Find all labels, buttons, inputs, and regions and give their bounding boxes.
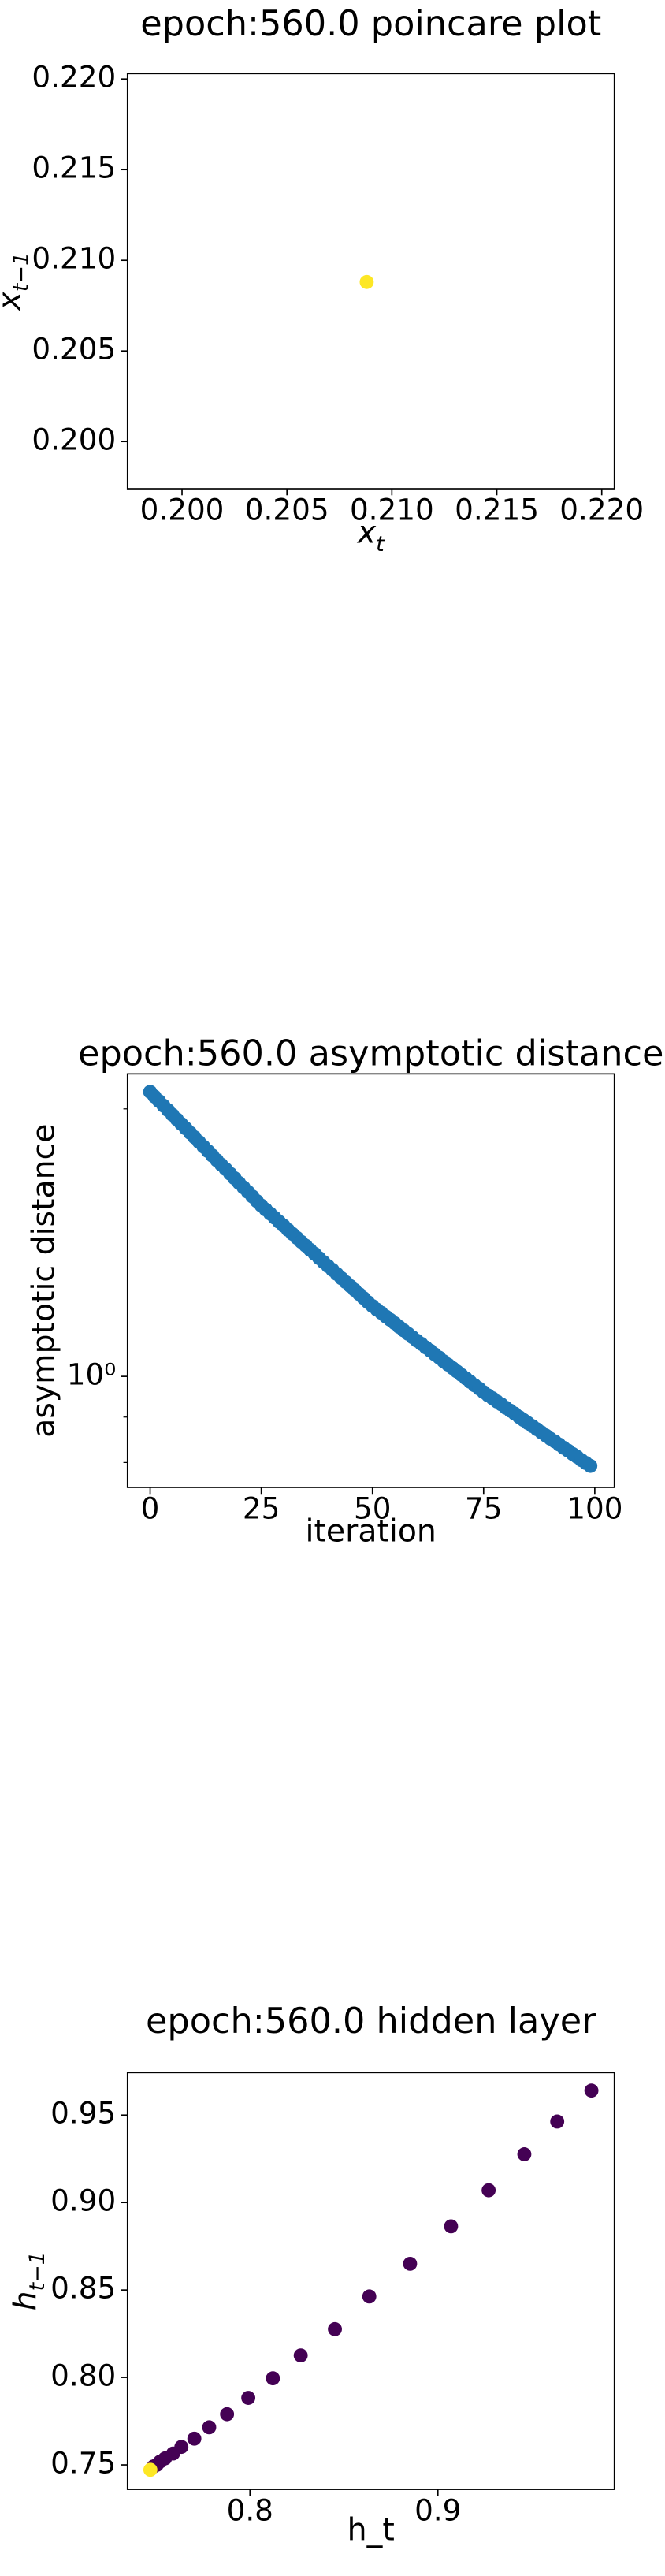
plot-frame [126, 1073, 615, 1488]
x-tick-label: 75 [465, 1491, 502, 1525]
x-axis-label-base: x [356, 514, 377, 550]
point [328, 2321, 342, 2336]
point [403, 2256, 418, 2271]
x-axis-label: iteration [306, 1513, 437, 1549]
point [362, 2289, 377, 2304]
y-axis-label-sub: t−1 [9, 252, 33, 292]
point [517, 2147, 532, 2161]
plot-frame [126, 73, 615, 490]
point [241, 2391, 256, 2405]
x-tick-label: 50 [354, 1491, 391, 1525]
point [293, 2348, 308, 2363]
point [143, 2462, 158, 2477]
y-axis-label: xt−1 [0, 252, 33, 312]
y-tick-label: 10⁰ [67, 1357, 116, 1392]
x-tick-label: 0.210 [350, 492, 434, 527]
point [220, 2407, 235, 2422]
y-tick-label: 0.85 [50, 2271, 116, 2306]
point [187, 2431, 202, 2446]
y-tick-label: 0.90 [50, 2183, 116, 2218]
x-tick-label: 0.8 [227, 2492, 273, 2527]
point [550, 2114, 565, 2129]
x-tick-label: 0.9 [414, 2492, 461, 2527]
y-axis-label: asymptotic distance [25, 1124, 61, 1438]
x-tick-label: 0 [141, 1491, 160, 1525]
chart-title: epoch:560.0 asymptotic distance [78, 1033, 663, 1074]
y-tick-label: 0.80 [50, 2358, 116, 2393]
y-axis-label-base: x [0, 291, 28, 311]
y-axis-label: ht−1 [8, 2251, 50, 2310]
x-tick-label: 100 [567, 1491, 622, 1525]
chart-title: epoch:560.0 hidden layer [146, 2001, 596, 2042]
x-axis-label-sub: t [376, 532, 385, 557]
point [583, 1458, 598, 1473]
point [444, 2219, 459, 2234]
x-tick-label: 0.200 [140, 492, 225, 527]
point [481, 2183, 496, 2198]
x-tick-label: 25 [243, 1491, 280, 1525]
x-axis-label: xt [356, 514, 385, 556]
point [202, 2420, 217, 2435]
y-tick-label: 0.200 [32, 423, 116, 457]
plot-frame [126, 2072, 615, 2490]
point [584, 2083, 599, 2098]
y-tick-label: 0.220 [32, 60, 116, 95]
y-tick-label: 0.210 [32, 241, 116, 276]
x-axis-label: h_t [347, 2511, 395, 2548]
x-tick-label: 0.220 [559, 492, 644, 527]
y-tick-label: 0.95 [50, 2096, 116, 2131]
y-tick-label: 0.75 [50, 2446, 116, 2481]
y-tick-label: 0.205 [32, 332, 116, 367]
chart: epoch:560.0 asymptotic distance 0 25 50 75 10… [25, 1033, 663, 1550]
y-tick-label: 0.215 [32, 151, 116, 185]
chart: epoch:560.0 hidden layer 0.8 0.9 0.75 0.80 0.… [8, 2001, 615, 2548]
chart-title: epoch:560.0 poincare plot [140, 3, 601, 44]
y-axis-label-sub: t−1 [25, 2251, 50, 2291]
point [266, 2371, 280, 2386]
chart: epoch:560.0 poincare plot 0.200 0.205 0.210… [0, 3, 644, 557]
point [359, 274, 374, 289]
x-tick-label: 0.215 [455, 492, 539, 527]
x-tick-label: 0.205 [245, 492, 329, 527]
y-axis-label-base: h [8, 2291, 44, 2310]
